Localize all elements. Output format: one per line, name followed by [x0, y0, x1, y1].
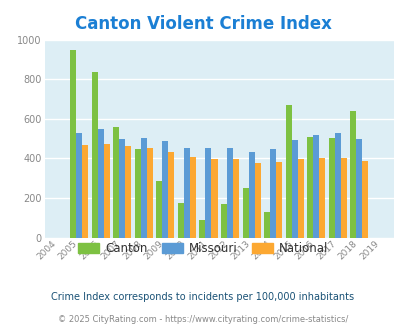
Bar	[254, 163, 260, 238]
Bar	[76, 133, 82, 238]
Bar	[98, 129, 103, 238]
Bar	[269, 149, 275, 238]
Bar	[147, 148, 152, 238]
Bar	[226, 148, 232, 238]
Bar	[134, 149, 141, 238]
Legend: Canton, Missouri, National: Canton, Missouri, National	[73, 237, 332, 260]
Bar	[361, 161, 367, 238]
Bar	[92, 72, 98, 238]
Bar	[334, 133, 340, 238]
Bar	[199, 220, 205, 238]
Bar	[232, 159, 239, 238]
Bar	[125, 146, 131, 238]
Bar	[211, 159, 217, 238]
Bar	[297, 159, 303, 238]
Text: © 2025 CityRating.com - https://www.cityrating.com/crime-statistics/: © 2025 CityRating.com - https://www.city…	[58, 315, 347, 324]
Bar	[103, 144, 109, 238]
Bar	[220, 204, 226, 238]
Bar	[70, 50, 76, 238]
Bar	[285, 105, 291, 238]
Bar	[263, 212, 269, 238]
Bar	[291, 140, 297, 238]
Bar	[318, 158, 324, 238]
Bar	[307, 137, 312, 238]
Bar	[275, 162, 281, 238]
Text: Crime Index corresponds to incidents per 100,000 inhabitants: Crime Index corresponds to incidents per…	[51, 292, 354, 302]
Bar	[162, 141, 168, 238]
Bar	[350, 111, 356, 238]
Bar	[242, 188, 248, 238]
Bar	[141, 138, 147, 238]
Text: Canton Violent Crime Index: Canton Violent Crime Index	[75, 15, 330, 33]
Bar	[356, 139, 361, 238]
Bar	[82, 145, 88, 238]
Bar	[168, 152, 174, 238]
Bar	[340, 158, 346, 238]
Bar	[205, 148, 211, 238]
Bar	[328, 138, 334, 238]
Bar	[177, 203, 183, 238]
Bar	[156, 181, 162, 238]
Bar	[183, 148, 190, 238]
Bar	[312, 135, 318, 238]
Bar	[190, 157, 196, 238]
Bar	[119, 139, 125, 238]
Bar	[248, 152, 254, 238]
Bar	[113, 127, 119, 238]
